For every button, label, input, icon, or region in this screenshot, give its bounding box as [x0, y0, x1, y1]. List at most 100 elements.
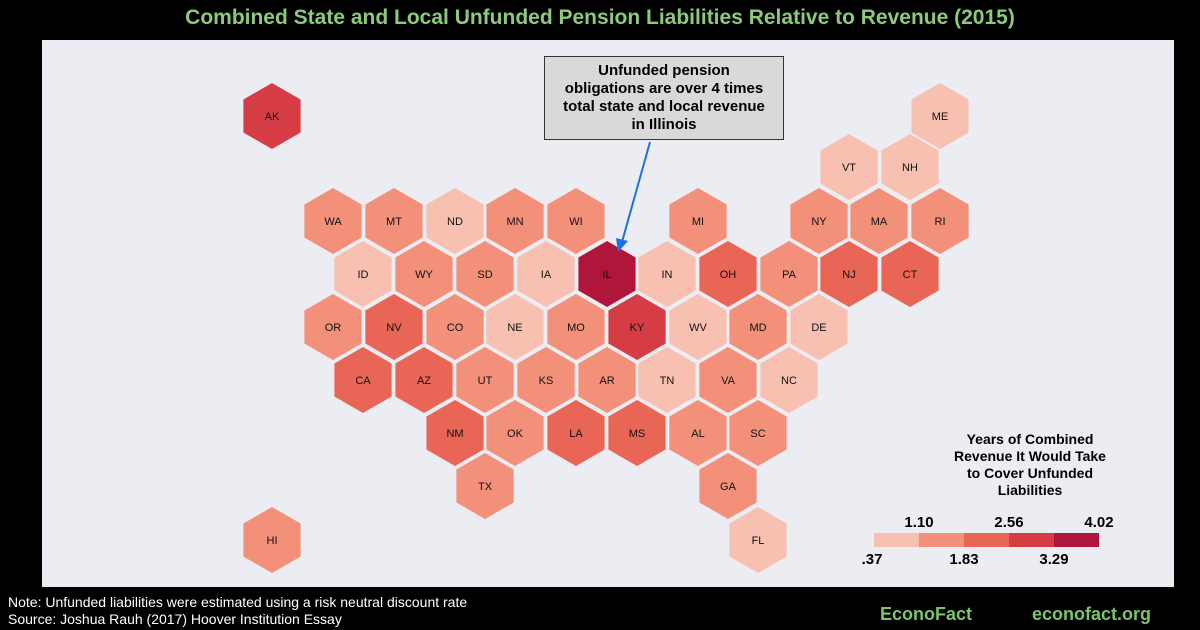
state-hex-ca: [334, 347, 392, 413]
state-label-mi: MI: [692, 216, 704, 228]
state-label-mo: MO: [567, 322, 585, 334]
legend-swatch: [1009, 533, 1054, 547]
legend-title-line: to Cover Unfunded: [967, 465, 1093, 481]
state-label-nv: NV: [386, 322, 402, 334]
state-hex-nv: [365, 294, 423, 360]
state-hex-al: [669, 400, 727, 466]
state-hex-wi: [547, 188, 605, 254]
arrow-head: [616, 238, 628, 252]
legend-break-top: 2.56: [994, 514, 1023, 531]
state-label-in: IN: [662, 269, 673, 281]
state-hex-ok: [486, 400, 544, 466]
brand-name: EconoFact: [880, 604, 973, 624]
footnote: Note: Unfunded liabilities were estimate…: [8, 594, 467, 628]
state-label-co: CO: [447, 322, 464, 334]
state-label-la: LA: [569, 428, 583, 440]
state-hex-az: [395, 347, 453, 413]
state-hex-ny: [790, 188, 848, 254]
state-hex-ri: [911, 188, 969, 254]
state-label-ca: CA: [355, 375, 371, 387]
state-hex-id: [334, 241, 392, 307]
state-label-ma: MA: [871, 216, 888, 228]
legend-swatch: [964, 533, 1009, 547]
state-label-nh: NH: [902, 162, 918, 174]
state-label-nc: NC: [781, 375, 797, 387]
state-hex-nh: [881, 134, 939, 200]
state-hex-vt: [820, 134, 878, 200]
legend-title-line: Revenue It Would Take: [954, 448, 1106, 464]
state-label-ga: GA: [720, 481, 737, 493]
state-label-ok: OK: [507, 428, 524, 440]
state-hex-nd: [426, 188, 484, 254]
state-hex-wy: [395, 241, 453, 307]
state-label-de: DE: [811, 322, 826, 334]
state-hex-va: [699, 347, 757, 413]
state-label-nm: NM: [446, 428, 463, 440]
state-label-ri: RI: [935, 216, 946, 228]
state-hex-ga: [699, 453, 757, 519]
note-line: Note: Unfunded liabilities were estimate…: [8, 594, 468, 610]
legend-break-top: 1.10: [904, 514, 933, 531]
legend-break-top: 4.02: [1084, 514, 1113, 531]
state-label-sd: SD: [477, 269, 492, 281]
state-label-tn: TN: [660, 375, 675, 387]
state-label-tx: TX: [478, 481, 493, 493]
state-label-ia: IA: [541, 269, 552, 281]
state-hex-de: [790, 294, 848, 360]
state-label-vt: VT: [842, 162, 856, 174]
state-hex-mt: [365, 188, 423, 254]
state-label-ct: CT: [903, 269, 918, 281]
illinois-callout: Unfunded pension obligations are over 4 …: [544, 56, 784, 140]
state-label-fl: FL: [752, 535, 765, 547]
state-hex-ky: [608, 294, 666, 360]
state-hex-ma: [850, 188, 908, 254]
state-label-nd: ND: [447, 216, 463, 228]
state-label-mt: MT: [386, 216, 402, 228]
legend-title-line: Years of Combined: [966, 431, 1094, 447]
state-label-az: AZ: [417, 375, 431, 387]
state-hex-wa: [304, 188, 362, 254]
legend: .37 1.10 1.83 2.56 3.29 4.02: [862, 514, 1114, 568]
state-hex-ia: [517, 241, 575, 307]
legend-title-line: Liabilities: [997, 482, 1063, 498]
state-label-va: VA: [721, 375, 736, 387]
legend-title: Years of Combined Revenue It Would Take …: [870, 431, 1190, 499]
state-label-ne: NE: [507, 322, 522, 334]
state-label-ar: AR: [599, 375, 614, 387]
state-hex-nj: [820, 241, 878, 307]
state-hex-md: [729, 294, 787, 360]
state-hex-ne: [486, 294, 544, 360]
state-label-il: IL: [602, 269, 611, 281]
state-label-md: MD: [749, 322, 766, 334]
state-hex-la: [547, 400, 605, 466]
state-hex-co: [426, 294, 484, 360]
callout-line: in Illinois: [631, 116, 697, 133]
state-label-ks: KS: [539, 375, 554, 387]
state-hex-hi: [243, 507, 301, 573]
legend-break-bottom: .37: [862, 551, 883, 568]
state-hex-ak: [243, 83, 301, 149]
brand-url: econofact.org: [1032, 604, 1152, 624]
legend-swatch: [874, 533, 919, 547]
chart-title: Combined State and Local Unfunded Pensio…: [185, 6, 1015, 29]
state-label-or: OR: [325, 322, 342, 334]
state-label-ms: MS: [629, 428, 646, 440]
state-label-mn: MN: [506, 216, 523, 228]
state-hex-ks: [517, 347, 575, 413]
callout-arrow: [616, 141, 651, 252]
state-hex-tx: [456, 453, 514, 519]
state-hex-in: [638, 241, 696, 307]
state-hex-mo: [547, 294, 605, 360]
callout-line: obligations are over 4 times: [564, 80, 764, 97]
state-label-wa: WA: [324, 216, 342, 228]
state-hex-sc: [729, 400, 787, 466]
state-label-id: ID: [358, 269, 369, 281]
state-hex-oh: [699, 241, 757, 307]
state-hex-ut: [456, 347, 514, 413]
state-hex-wv: [669, 294, 727, 360]
state-label-wi: WI: [569, 216, 582, 228]
state-label-oh: OH: [720, 269, 737, 281]
arrow-line: [621, 141, 651, 243]
state-hex-ct: [881, 241, 939, 307]
